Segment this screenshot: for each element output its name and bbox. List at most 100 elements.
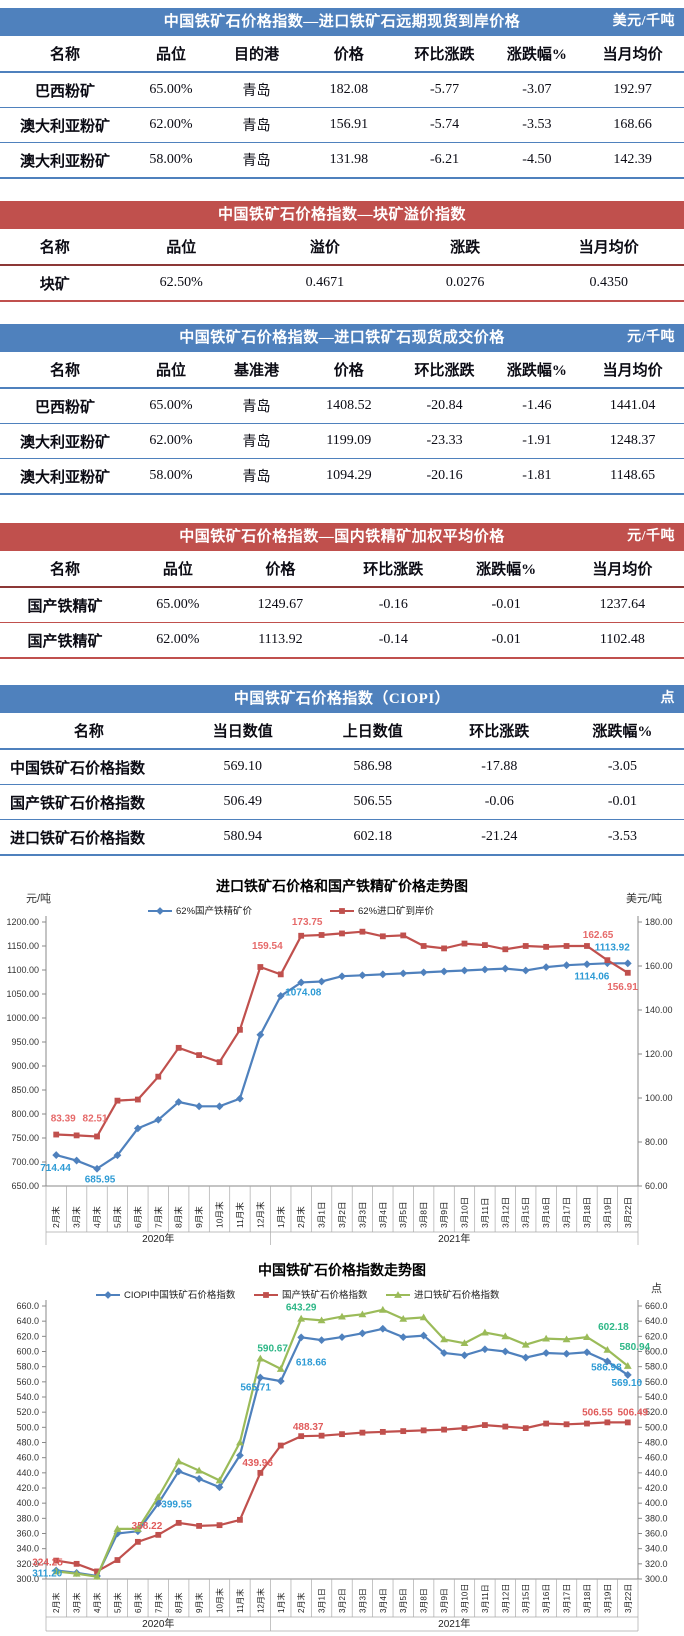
x-label: 2月末 [51,1206,61,1228]
value-cell: -20.84 [426,398,463,413]
value-cell: 192.97 [613,82,652,97]
table-title-band: 中国铁矿石价格指数—国内铁精矿加权平均价格 元/千吨 [0,523,684,551]
header-row: 名称 当日数值 上日数值 环比涨跌 涨跌幅% [0,713,684,750]
right-tick-label: 420.0 [645,1483,668,1493]
value-cell: 0.0276 [445,275,485,290]
value-cell: 青岛 [242,400,271,415]
table-title-band: 中国铁矿石价格指数—块矿溢价指数 [0,201,684,229]
left-tick-label: 900.00 [11,1061,39,1071]
data-label: 173.75 [292,917,323,928]
row-name-cell: 进口铁矿石价格指数 [0,819,178,855]
table-row: 进口铁矿石价格指数 580.94 602.18 -21.24 -3.53 [0,819,684,855]
value-cell: 65.00% [149,398,193,413]
left-tick-label: 1050.00 [6,989,39,999]
left-axis-unit: 元/吨 [26,892,51,905]
value-cell: -3.07 [522,82,552,97]
header-cell: 名称 [0,229,110,266]
table-title: 中国铁矿石价格指数—进口铁矿石现货成交价格 [179,330,505,346]
row-name-cell: 澳大利亚粉矿 [0,142,130,178]
table-title: 中国铁矿石价格指数—进口铁矿石远期现货到岸价格 [163,14,521,30]
header-cell: 当月均价 [560,551,684,588]
header-cell: 价格 [225,551,336,588]
left-tick-label: 850.00 [11,1085,39,1095]
right-tick-label: 660.0 [645,1301,668,1311]
right-tick-label: 60.00 [645,1181,668,1191]
left-tick-label: 380.0 [16,1513,39,1523]
x-label: 3月末 [72,1206,82,1228]
left-tick-label: 560.0 [16,1377,39,1387]
header-cell: 价格 [300,352,397,389]
year-label: 2021年 [438,1232,470,1245]
table-row: 块矿 62.50% 0.4671 0.0276 0.4350 [0,265,684,301]
x-label: 3月2日 [338,1588,347,1613]
data-label: 590.67 [257,1344,288,1355]
x-label: 5月末 [112,1593,122,1613]
data-label: 1114.06 [574,971,609,982]
header-row: 名称 品位 基准港 价格 环比涨跌 涨跌幅% 当月均价 [0,352,684,389]
header-cell: 上日数值 [307,713,438,750]
x-label: 4月末 [92,1206,102,1228]
right-tick-label: 360.0 [645,1529,668,1539]
header-cell: 品位 [129,551,226,588]
value-cell: -1.81 [492,458,582,494]
data-label: 324.25 [32,1558,63,1569]
legend-label-0: 62%国产铁精矿价 [176,905,253,917]
data-label: 159.54 [252,941,283,952]
header-cell: 当月均价 [581,352,684,389]
value-cell: 1408.52 [326,398,372,413]
x-label: 3月11日 [480,1197,490,1228]
table-title: 中国铁矿石价格指数—国内铁精矿加权平均价格 [179,529,505,545]
data-label: 156.91 [607,982,638,993]
series-line-1 [56,1421,628,1573]
x-label: 3月19日 [602,1197,612,1228]
left-tick-label: 360.0 [16,1529,39,1539]
value-cell: -1.46 [522,398,552,413]
header-row: 名称 品位 价格 环比涨跌 涨跌幅% 当月均价 [0,551,684,588]
x-label: 5月末 [112,1206,122,1228]
year-label: 2020年 [142,1232,174,1245]
header-cell: 名称 [0,551,130,588]
left-tick-label: 620.0 [16,1331,39,1341]
price-table-5: 中国铁矿石价格指数（CIOPI）点名称 当日数值 上日数值 环比涨跌 涨跌幅% 中国铁矿石… [0,685,684,856]
x-label: 3月11日 [481,1584,490,1613]
row-name-cell: 块矿 [39,276,70,293]
value-cell: -5.77 [429,82,460,97]
table-row: 澳大利亚粉矿 58.00% 青岛 131.98 -6.21 -4.50 142.39 [0,142,684,178]
value-cell: -23.33 [396,423,493,459]
value-cell: 1094.29 [300,458,397,494]
header-cell: 品位 [129,36,213,73]
table-unit: 元/千吨 [627,330,675,345]
value-cell: -4.50 [492,142,582,178]
row-name-cell: 巴西粉矿 [34,399,95,416]
table-row: 国产铁精矿 62.00% 1113.92 -0.14 -0.01 1102.48 [0,622,684,658]
header-cell: 目的港 [212,36,301,73]
tables-section: 中国铁矿石价格指数—进口铁矿石远期现货到岸价格 美元/千吨 名称 品位 目的港 价格 环比涨… [0,8,684,856]
header-cell: 涨跌幅% [451,551,561,588]
x-label: 3月17日 [562,1197,572,1228]
value-cell: -17.88 [481,759,518,774]
row-name-cell: 国产铁矿石价格指数 [0,784,178,820]
value-cell: 65.00% [149,82,193,97]
value-cell: 62.50% [159,275,203,290]
value-cell: -21.24 [437,819,561,855]
table-row: 国产铁精矿 65.00% 1249.67 -0.16 -0.01 1237.64 [0,587,684,623]
right-axis-unit: 美元/吨 [626,892,662,905]
x-label: 3月4日 [379,1588,388,1613]
value-cell: 1248.37 [581,423,684,459]
right-tick-label: 540.0 [645,1392,668,1402]
x-label: 3月12日 [501,1584,510,1613]
left-tick-label: 300.0 [16,1574,39,1584]
header-cell: 环比涨跌 [396,36,493,73]
x-label: 3月18日 [582,1197,592,1228]
x-label: 7月末 [153,1593,163,1613]
data-label: 685.95 [85,1175,116,1186]
value-cell: 1102.48 [560,622,684,658]
left-tick-label: 540.0 [16,1392,39,1402]
x-label: 3月5日 [398,1202,408,1228]
value-cell: -5.74 [396,107,493,143]
left-tick-label: 700.00 [11,1157,39,1167]
right-tick-label: 380.0 [645,1513,668,1523]
value-cell: 58.00% [129,142,213,178]
data-label: 358.22 [132,1521,163,1532]
left-tick-label: 440.0 [16,1468,39,1478]
